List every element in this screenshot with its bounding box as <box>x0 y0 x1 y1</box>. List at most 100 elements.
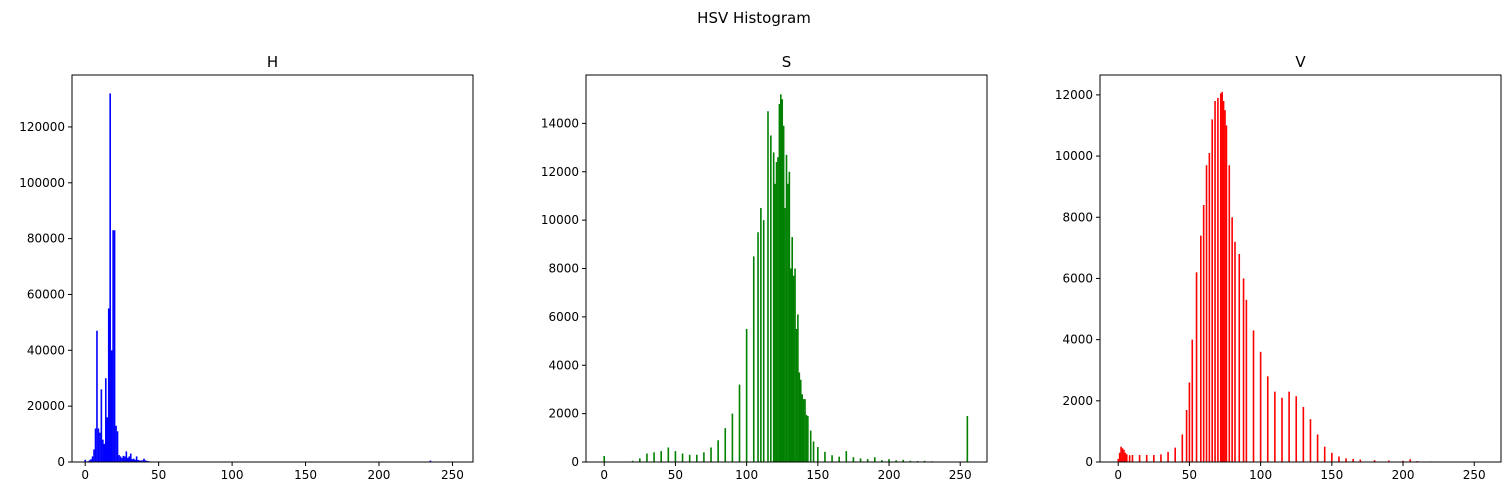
histogram-bar <box>128 456 131 462</box>
histogram-bar <box>103 443 106 462</box>
histogram-bar <box>731 413 734 462</box>
x-tick-label: 0 <box>600 468 608 482</box>
y-tick-label: 100000 <box>19 176 65 190</box>
histogram-bar <box>1323 446 1326 462</box>
x-tick-label: 200 <box>878 468 901 482</box>
histogram-bar <box>124 456 126 462</box>
histogram-bar <box>762 220 765 462</box>
histogram-bar <box>1208 153 1211 463</box>
histogram-bar <box>1309 419 1312 462</box>
histogram-bar <box>1191 339 1194 462</box>
histogram-bar <box>1214 101 1216 462</box>
histogram-bar <box>118 455 120 462</box>
histogram-bar <box>838 456 840 462</box>
histogram-bar <box>107 308 110 462</box>
histogram-bar <box>143 458 145 462</box>
histogram-bar <box>115 425 117 462</box>
x-tick-label: 250 <box>949 468 972 482</box>
figure-title: HSV Histogram <box>697 9 811 27</box>
histogram-bar <box>802 399 805 462</box>
histogram-bar <box>100 389 103 462</box>
histogram-bar <box>102 439 104 462</box>
histogram-bar <box>688 454 691 462</box>
histogram-bar <box>1181 434 1184 462</box>
histogram-bar <box>1174 447 1176 462</box>
x-tick-label: 50 <box>1182 468 1197 482</box>
panel-h: H 0 50 100 150 200 250 0 20000 40000 60000 80000 100… <box>19 53 474 482</box>
histogram-bar <box>141 460 144 462</box>
y-tick-label: 40000 <box>27 343 65 357</box>
histogram-bar <box>96 330 98 462</box>
histogram-bar <box>1128 455 1131 462</box>
x-tick-label: 50 <box>151 468 166 482</box>
histogram-bar <box>785 154 788 462</box>
histogram-bar <box>873 457 876 462</box>
histogram-bar <box>1352 458 1354 462</box>
histogram-bar <box>775 162 778 462</box>
histogram-bar <box>767 111 769 462</box>
histogram-bar <box>110 350 113 462</box>
histogram-bar <box>93 449 95 462</box>
y-tick-label: 0 <box>1085 455 1093 469</box>
histogram-bar <box>99 432 101 462</box>
histogram-bar <box>1242 278 1245 462</box>
histogram-bar <box>1338 456 1340 462</box>
histogram-bar <box>784 208 786 462</box>
panel-s: S 0 50 100 150 200 250 0 2000 4000 6000 8000 10000 12… <box>541 53 988 482</box>
histogram-bar <box>812 441 815 462</box>
histogram-bar <box>881 460 883 462</box>
histogram-bar <box>792 275 795 462</box>
histogram-bar <box>777 157 779 463</box>
histogram-bar <box>1359 459 1362 462</box>
y-tick-label: 12000 <box>541 165 579 179</box>
histogram-bar <box>667 447 670 462</box>
histogram-bar <box>1185 409 1188 462</box>
histogram-bar <box>681 453 684 462</box>
y-tick-label: 20000 <box>27 399 65 413</box>
histogram-bar <box>639 458 641 462</box>
histogram-bar <box>84 459 87 462</box>
histogram-bar <box>119 456 122 462</box>
y-tick-label: 10000 <box>1055 149 1093 163</box>
histogram-bar <box>122 455 125 462</box>
histogram-bar <box>787 183 789 462</box>
histogram-bar <box>1266 376 1269 462</box>
y-tick-label: 6000 <box>1062 271 1093 285</box>
histogram-bar <box>1167 451 1169 462</box>
histogram-bar <box>674 451 677 462</box>
histogram-bar <box>134 459 136 462</box>
histogram-bar <box>1281 397 1283 462</box>
histogram-bar <box>710 447 712 462</box>
histogram-bar <box>799 379 802 462</box>
histogram-bar <box>1224 110 1226 462</box>
x-tick-label: 150 <box>1320 468 1343 482</box>
histogram-bar <box>1120 446 1122 462</box>
x-tick-label: 100 <box>1249 468 1272 482</box>
histogram-bar <box>804 399 806 462</box>
histogram-bar <box>1222 101 1225 462</box>
histogram-bar <box>88 460 91 462</box>
histogram-bar <box>138 460 141 462</box>
histogram-bar <box>966 416 969 462</box>
histogram-bar <box>1231 217 1233 462</box>
histogram-bar <box>717 440 719 462</box>
histogram-bar <box>131 459 134 462</box>
histogram-bar <box>1228 165 1231 462</box>
histogram-bar <box>1160 454 1162 462</box>
histogram-bar <box>1138 454 1141 462</box>
histogram-bar <box>1202 205 1205 462</box>
histogram-bar <box>780 94 782 462</box>
histogram-bar <box>845 451 848 462</box>
histogram-bar <box>1221 91 1223 463</box>
histogram-bar <box>797 314 799 462</box>
histogram-panels: H0 50 100 150 200 250020000400006000080000100… <box>19 53 1502 482</box>
histogram-bar <box>831 455 833 462</box>
x-tick-label: 200 <box>368 468 391 482</box>
histogram-bar <box>1409 459 1411 462</box>
histogram-bar <box>817 447 819 462</box>
y-tick-label: 6000 <box>548 310 579 324</box>
histogram-bar <box>1274 391 1276 462</box>
histogram-bar <box>1259 351 1262 462</box>
histogram-bar <box>127 457 129 462</box>
histogram-bar <box>805 414 808 462</box>
